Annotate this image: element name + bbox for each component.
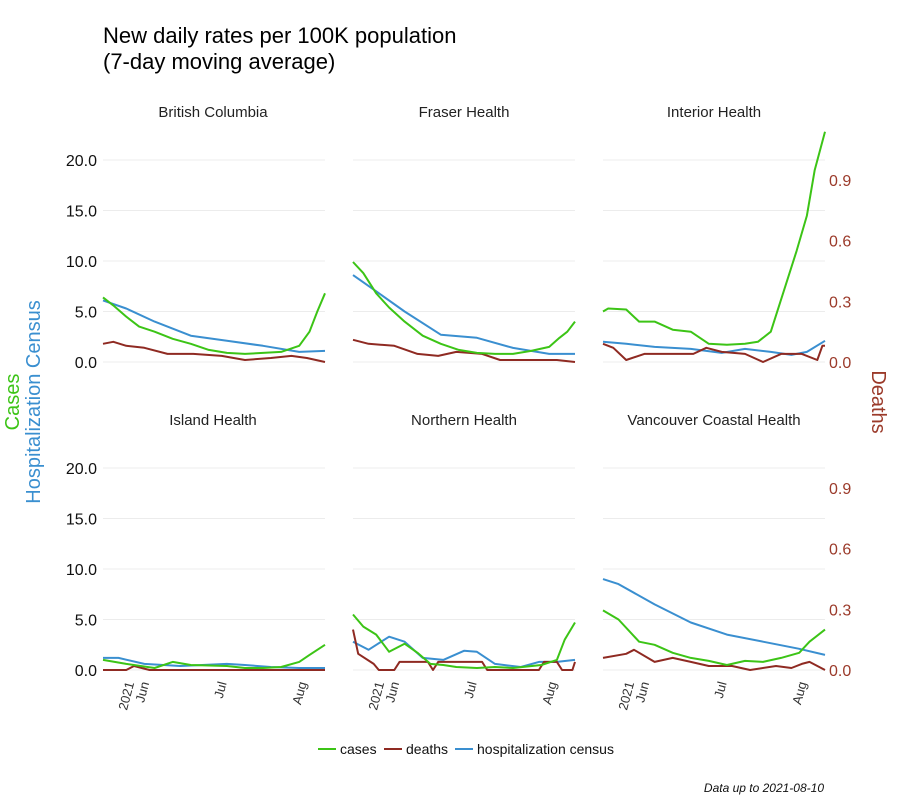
x-tick-label: Jul [461,680,480,700]
facet-title: Vancouver Coastal Health [627,412,800,429]
series-line-hospitalization [602,578,826,656]
series-line-deaths [103,665,325,671]
series-line-hospitalization [103,656,325,669]
y-tick-label-right: 0.0 [829,355,851,372]
left-axis-title: Cases Hospitalization Census [2,300,45,503]
x-tick-label: 2021 [615,680,637,712]
series-line-hospitalization [102,299,326,353]
data-caption: Data up to 2021-08-10 [704,781,824,795]
y-tick-label-left: 20.0 [66,153,97,170]
facet-title: Island Health [169,412,257,429]
y-tick-label-right: 0.0 [829,663,851,680]
y-tick-label-left: 20.0 [66,461,97,478]
facet-panel: Vancouver Coastal Health 0.0 0.3 0.6 0.9 2021… [602,412,851,712]
x-tick-label: 2021 [115,680,137,712]
x-tick-label: Jun [132,680,152,704]
y-tick-label-left: 0.0 [75,355,97,372]
x-tick-label: Aug [789,680,809,706]
y-tick-label-left: 10.0 [66,254,97,271]
series-line-cases [602,609,826,666]
series-line-hospitalization [602,339,826,356]
right-axis-title: Deaths [867,370,889,433]
x-tick-label: Aug [289,680,309,706]
y-tick-label-right: 0.9 [829,173,851,190]
series-line-cases [102,643,326,669]
series-line-deaths [352,629,576,671]
series-line-deaths [352,338,576,363]
left-axis-title-hospitalization: Hospitalization Census [23,300,45,503]
series-line-hospitalization [352,635,576,668]
y-tick-label-left: 10.0 [66,562,97,579]
left-axis-title-cases: Cases [2,374,24,431]
legend-label-deaths: deaths [406,741,448,757]
y-tick-label-left: 5.0 [75,305,97,322]
facet-panel: Fraser Health [352,104,576,363]
legend-label-cases: cases [340,741,377,757]
x-tick-label: Jun [382,680,402,704]
x-tick-label: Jul [211,680,230,700]
series-line-deaths [102,340,326,363]
legend-label-hospitalization: hospitalization census [477,741,614,757]
series-line-deaths [602,342,825,363]
chart-title-line2: (7-day moving average) [103,49,335,74]
x-tick-label: Jul [711,680,730,700]
facet-panel: Interior Health 0.0 0.3 0.6 0.9 [602,104,851,372]
facet-title: British Columbia [158,104,268,121]
facet-panel: British Columbia 0.0 5.0 10.0 15.0 20.0 [66,104,326,372]
facet-title: Northern Health [411,412,517,429]
y-tick-label-left: 5.0 [75,613,97,630]
x-tick-label: Jun [632,680,652,704]
y-tick-label-right: 0.6 [829,542,851,559]
facet-panels: British Columbia 0.0 5.0 10.0 15.0 20.0 Fraser… [66,104,851,712]
y-tick-label-left: 0.0 [75,663,97,680]
y-tick-label-left: 15.0 [66,512,97,529]
y-tick-label-left: 15.0 [66,204,97,221]
series-line-hospitalization [352,274,575,355]
x-tick-label: Aug [539,680,559,706]
facet-title: Fraser Health [419,104,510,121]
series-line-deaths [602,648,826,671]
facet-title: Interior Health [667,104,761,121]
series-line-cases [102,292,326,355]
chart-title-line1: New daily rates per 100K population [103,23,456,48]
y-tick-label-right: 0.6 [829,234,851,251]
y-tick-label-right: 0.3 [829,294,851,311]
series-line-cases [352,261,576,355]
series-line-cases [602,131,826,346]
legend: cases deaths hospitalization census [318,741,614,757]
y-tick-label-right: 0.9 [829,481,851,498]
x-tick-label: 2021 [365,680,387,712]
y-tick-label-right: 0.3 [829,602,851,619]
series-line-cases [352,613,576,669]
